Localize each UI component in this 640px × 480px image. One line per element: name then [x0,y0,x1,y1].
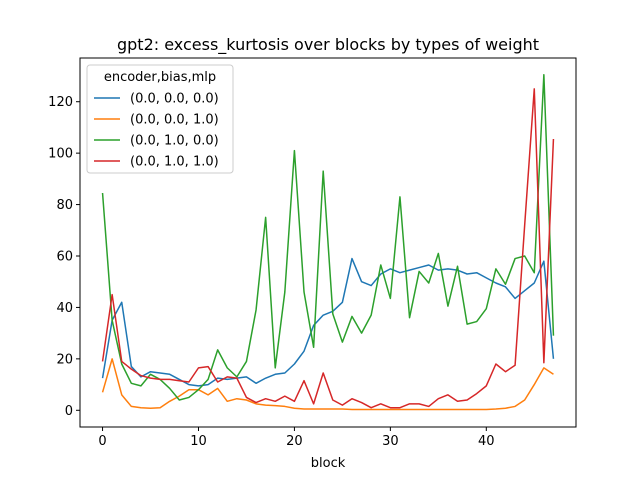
x-tick-label: 0 [98,434,106,449]
series-line-3 [101,73,555,401]
legend-entries: (0.0, 0.0, 0.0) (0.0, 0.0, 1.0) (0.0, 1.0,… [94,92,219,170]
y-tick-label: 20 [56,352,73,367]
series-line-4 [101,88,555,409]
legend-label-4: (0.0, 1.0, 1.0) [130,155,219,170]
x-tick-label: 10 [190,434,207,449]
x-axis: 0 10 20 30 40 [98,427,495,449]
plot-area [79,57,577,428]
y-tick-label: 80 [56,198,73,213]
legend-label-3: (0.0, 1.0, 0.0) [130,134,219,149]
x-axis-label: block [311,456,346,471]
series-line-1 [101,257,555,387]
legend-title: encoder,bias,mlp [104,70,216,85]
legend: encoder,bias,mlp (0.0, 0.0, 0.0)(0.0, 0.… [86,64,234,174]
x-tick-label: 20 [286,434,303,449]
axes-frame [79,57,577,428]
legend-label-1: (0.0, 0.0, 0.0) [130,92,219,107]
chart-title: gpt2: excess_kurtosis over blocks by typ… [117,35,539,55]
y-tick-label: 60 [56,250,73,265]
x-tick-label: 30 [382,434,399,449]
series-layer [101,73,555,411]
legend-label-2: (0.0, 0.0, 1.0) [130,113,219,128]
legend-box [86,64,234,174]
y-tick-label: 120 [48,95,73,110]
y-tick-label: 40 [56,301,73,316]
y-tick-label: 0 [65,404,73,419]
y-axis: 0 20 40 60 80 100 120 [48,95,80,419]
y-tick-label: 100 [48,147,73,162]
x-tick-label: 40 [478,434,495,449]
